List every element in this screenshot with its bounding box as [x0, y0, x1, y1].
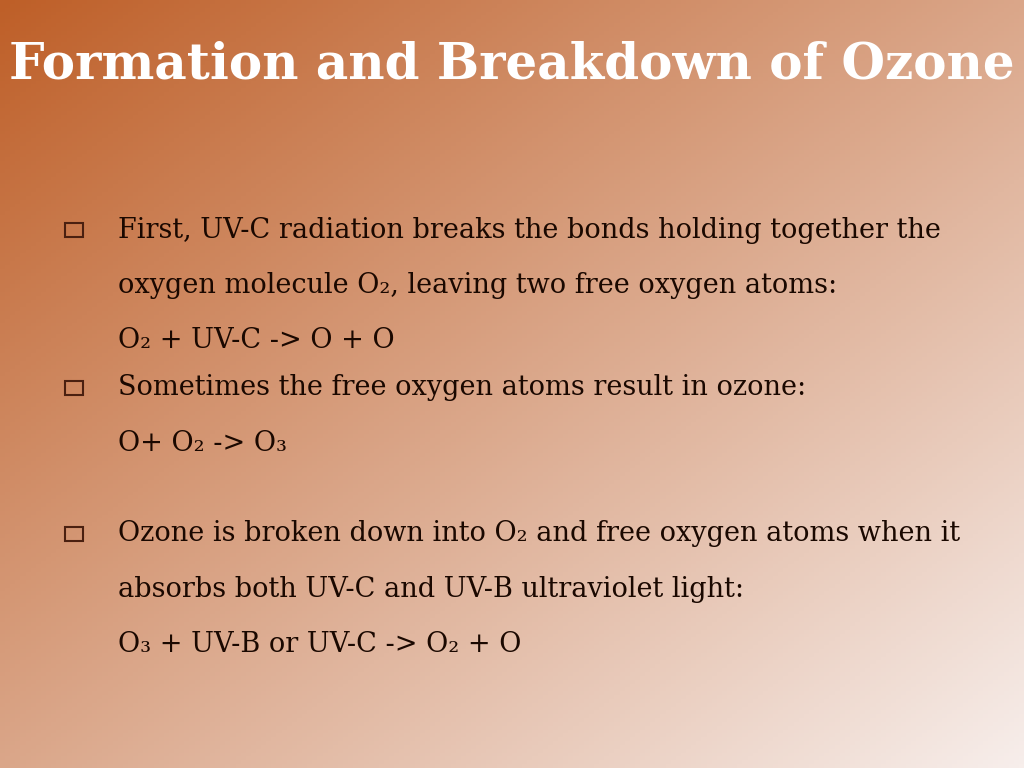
Text: absorbs both UV-C and UV-B ultraviolet light:: absorbs both UV-C and UV-B ultraviolet l…	[118, 575, 743, 603]
Text: oxygen molecule O₂, leaving two free oxygen atoms:: oxygen molecule O₂, leaving two free oxy…	[118, 272, 837, 300]
Text: Ozone is broken down into O₂ and free oxygen atoms when it: Ozone is broken down into O₂ and free ox…	[118, 520, 959, 548]
Bar	[65, 527, 83, 541]
Text: O₂ + UV-C -> O + O: O₂ + UV-C -> O + O	[118, 327, 394, 355]
Text: First, UV-C radiation breaks the bonds holding together the: First, UV-C radiation breaks the bonds h…	[118, 217, 941, 244]
Bar	[65, 223, 83, 237]
Text: Sometimes the free oxygen atoms result in ozone:: Sometimes the free oxygen atoms result i…	[118, 374, 806, 402]
Bar	[65, 381, 83, 395]
Text: Formation and Breakdown of Ozone: Formation and Breakdown of Ozone	[9, 41, 1015, 90]
Text: O₃ + UV-B or UV-C -> O₂ + O: O₃ + UV-B or UV-C -> O₂ + O	[118, 631, 521, 658]
Text: O+ O₂ -> O₃: O+ O₂ -> O₃	[118, 429, 287, 457]
